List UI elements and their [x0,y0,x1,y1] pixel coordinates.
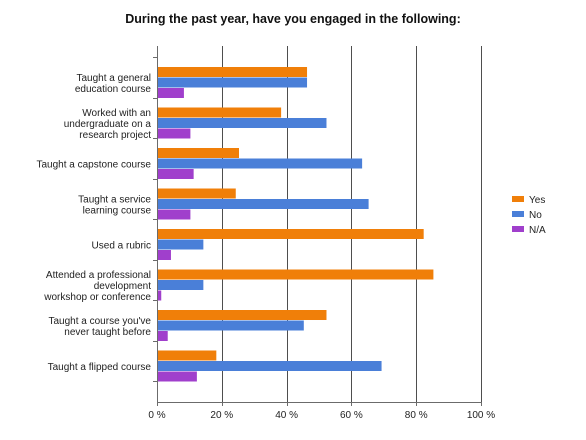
bar-na [158,371,197,382]
bar-na [158,250,171,260]
category-label: Taught a flipped course [48,362,152,373]
bar-no [158,158,363,169]
bar-no [158,118,327,128]
x-tick-label: 0 % [148,410,165,421]
legend-swatch [512,196,524,202]
category-label: Taught a course you've [48,316,151,327]
legend-swatch [512,226,524,232]
bar-no [158,239,204,250]
category-label: Worked with an [82,108,151,119]
bar-no [158,280,204,290]
category-label: workshop or conference [43,292,151,303]
bar-no [158,199,369,209]
legend-entry: Yes [529,195,545,206]
x-tick-label: 20 % [210,410,233,421]
category-label: education course [75,84,152,95]
category-label: undergraduate on a [64,119,152,130]
bar-yes [158,269,434,280]
category-label: development [94,281,151,292]
bar-yes [158,350,217,361]
legend-swatch [512,211,524,217]
bar-no [158,77,308,88]
chart-title: During the past year, have you engaged i… [125,12,461,26]
bar-yes [158,188,236,199]
category-label: Taught a capstone course [36,160,151,171]
bar-na [158,128,191,139]
bar-na [158,169,194,179]
x-tick-label: 40 % [275,410,298,421]
category-label: Taught a service [78,195,151,206]
legend-entry: No [529,210,542,221]
category-label: learning course [83,206,152,217]
bar-yes [158,310,327,320]
category-label: Attended a professional [46,270,151,281]
bar-no [158,320,304,331]
x-tick-label: 100 % [467,410,495,421]
bar-yes [158,148,239,158]
bar-na [158,209,191,220]
legend-entry: N/A [529,225,546,236]
bar-yes [158,67,308,77]
x-tick-label: 60 % [340,410,363,421]
x-tick-label: 80 % [405,410,428,421]
category-label: Used a rubric [92,241,151,252]
category-label: Taught a general [76,73,151,84]
bar-na [158,88,184,98]
bar-yes [158,229,424,239]
category-label: never taught before [64,327,151,338]
bar-na [158,331,168,341]
bar-yes [158,107,282,118]
bar-na [158,290,162,301]
bar-no [158,361,382,371]
category-label: research project [79,130,151,141]
